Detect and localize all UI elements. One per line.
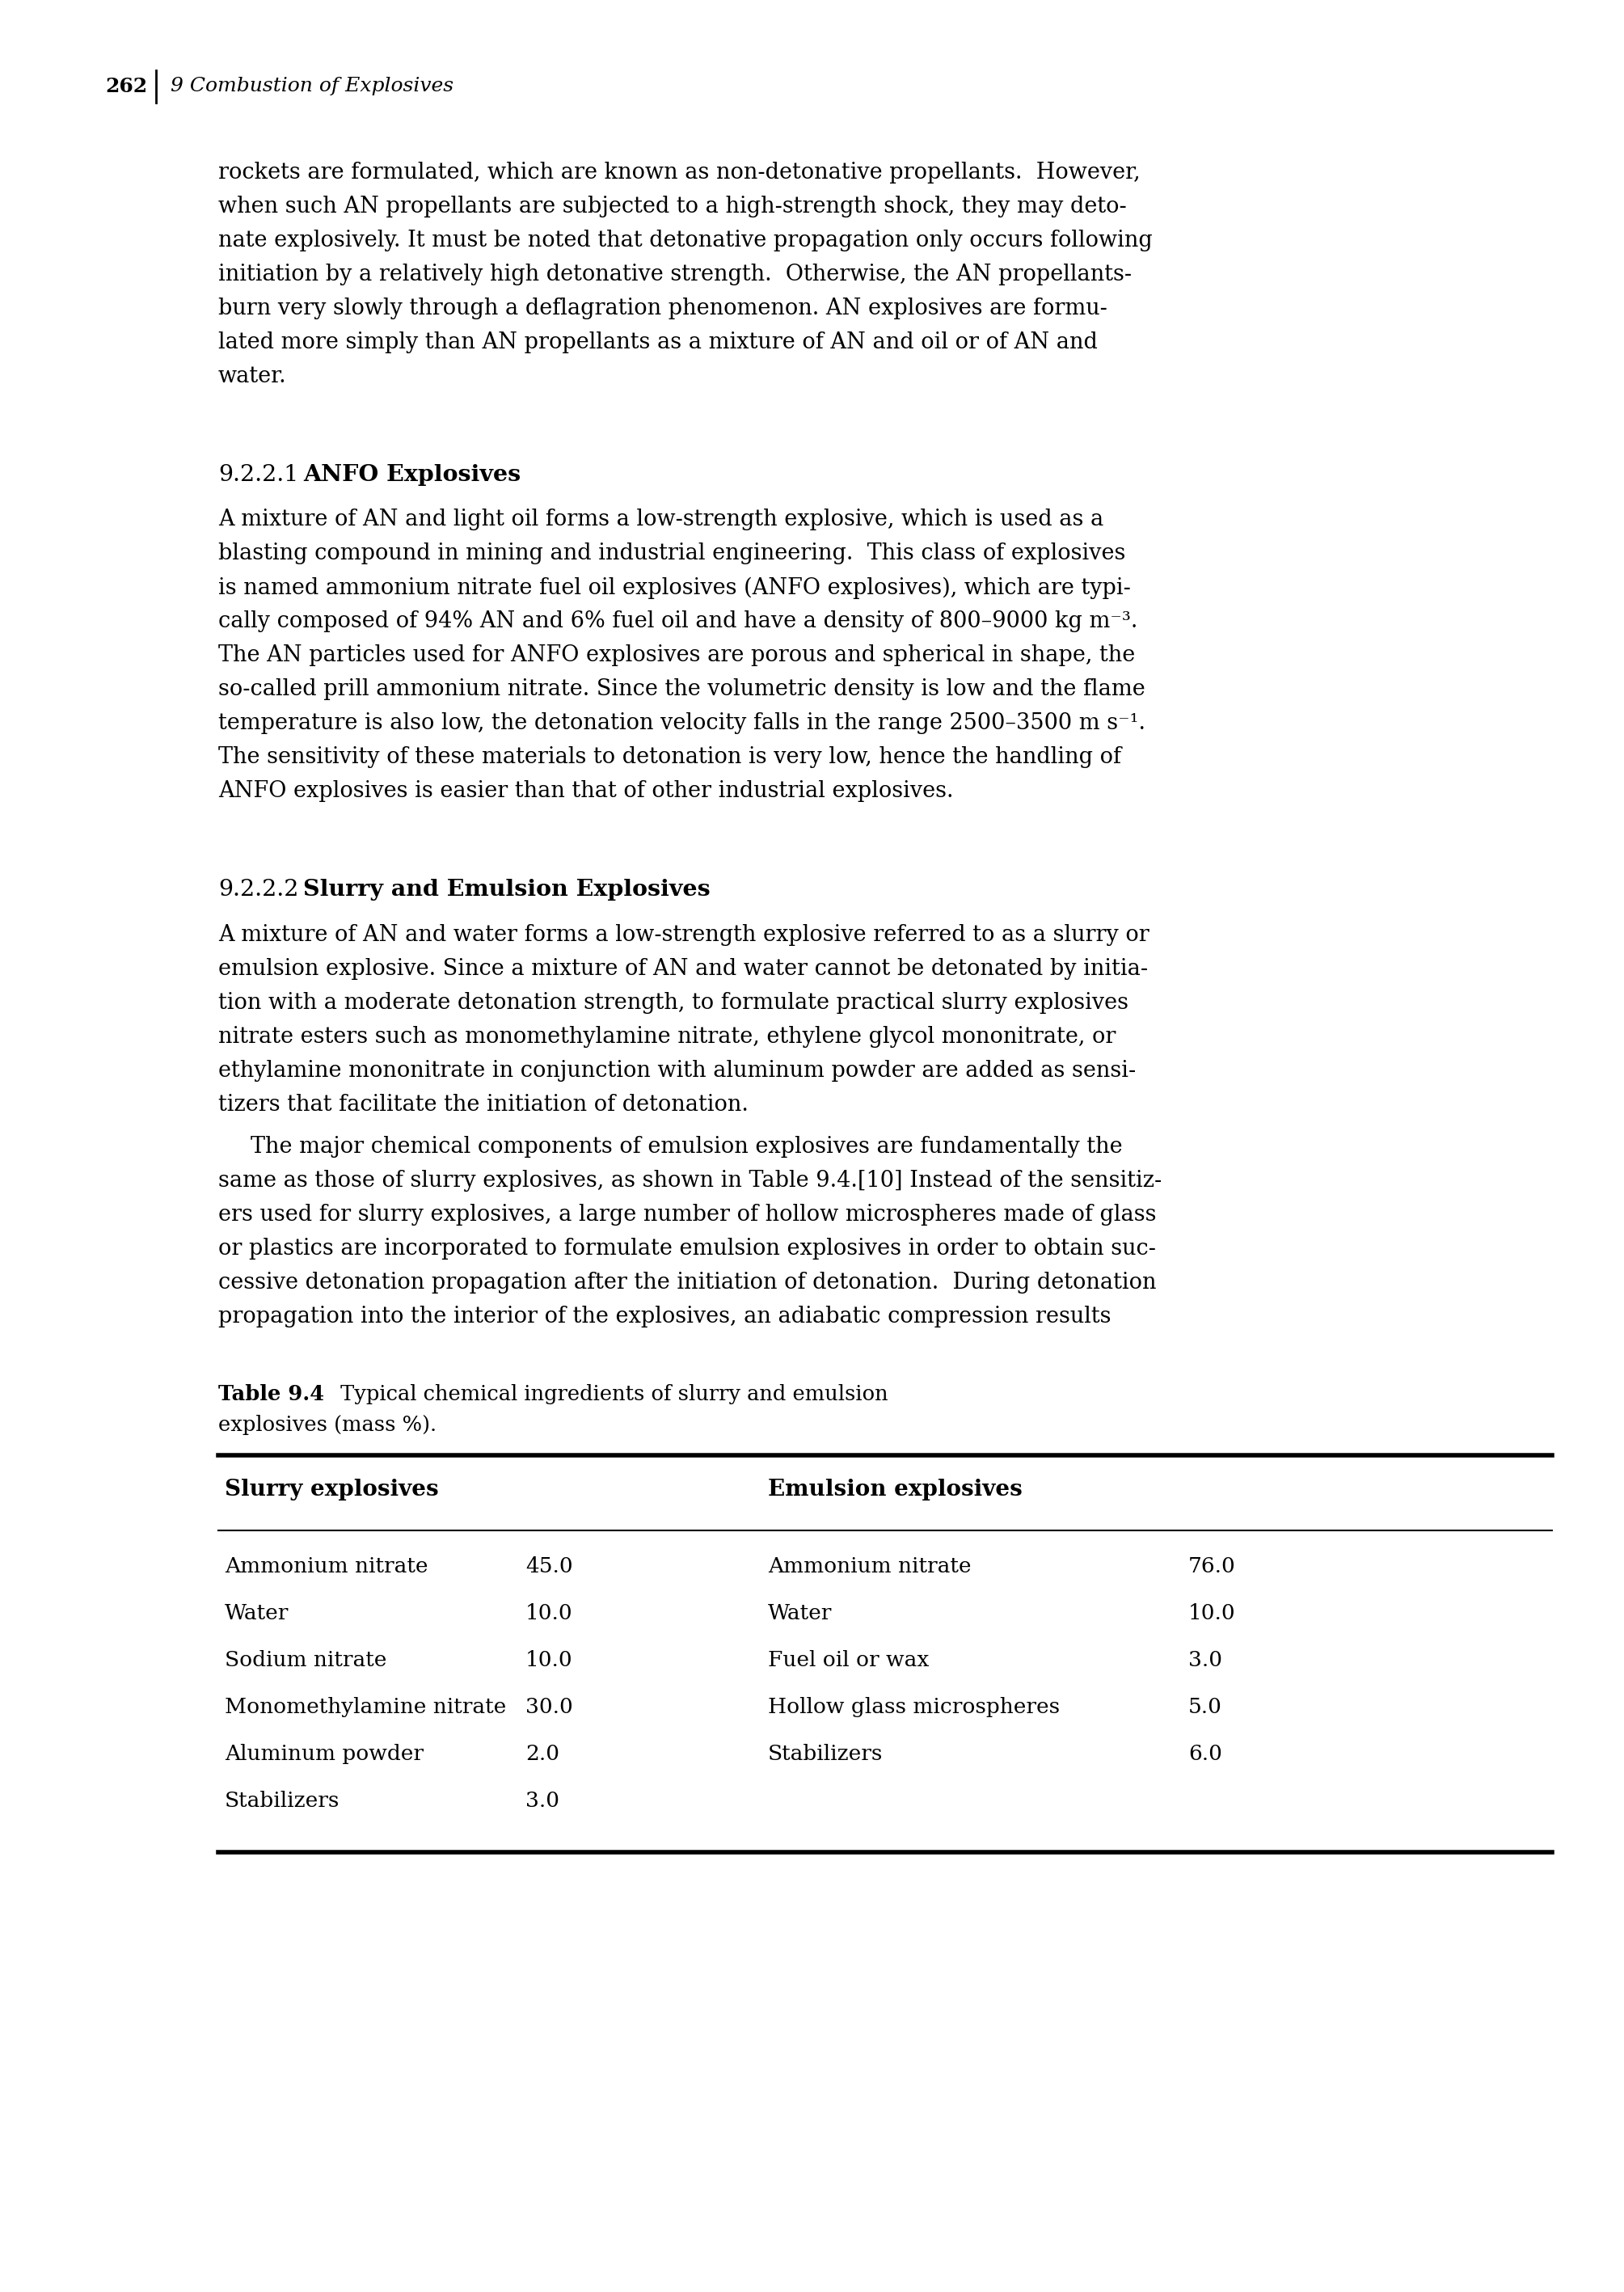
Text: Water: Water <box>224 1602 289 1623</box>
Text: The AN particles used for ANFO explosives are porous and spherical in shape, the: The AN particles used for ANFO explosive… <box>218 644 1135 667</box>
Text: initiation by a relatively high detonative strength.  Otherwise, the AN propella: initiation by a relatively high detonati… <box>218 264 1132 284</box>
Text: 3.0: 3.0 <box>526 1790 559 1811</box>
Text: 10.0: 10.0 <box>526 1650 573 1671</box>
Text: ethylamine mononitrate in conjunction with aluminum powder are added as sensi-: ethylamine mononitrate in conjunction wi… <box>218 1059 1135 1082</box>
Text: ANFO explosives is easier than that of other industrial explosives.: ANFO explosives is easier than that of o… <box>218 779 953 802</box>
Text: cally composed of 94% AN and 6% fuel oil and have a density of 800–9000 kg m⁻³.: cally composed of 94% AN and 6% fuel oil… <box>218 610 1138 633</box>
Text: Ammonium nitrate: Ammonium nitrate <box>224 1556 429 1577</box>
Text: 76.0: 76.0 <box>1189 1556 1236 1577</box>
Text: Stabilizers: Stabilizers <box>768 1744 883 1765</box>
Text: 2.0: 2.0 <box>526 1744 559 1765</box>
Text: Table 9.4: Table 9.4 <box>218 1384 325 1405</box>
Text: Aluminum powder: Aluminum powder <box>224 1744 424 1765</box>
Text: 30.0: 30.0 <box>526 1696 573 1717</box>
Text: 9.2.2.2: 9.2.2.2 <box>218 878 299 901</box>
Text: burn very slowly through a deflagration phenomenon. AN explosives are formu-: burn very slowly through a deflagration … <box>218 298 1108 319</box>
Text: 10.0: 10.0 <box>1189 1602 1236 1623</box>
Text: 262: 262 <box>106 78 148 96</box>
Text: A mixture of AN and water forms a low-strength explosive referred to as a slurry: A mixture of AN and water forms a low-st… <box>218 924 1150 947</box>
Text: rockets are formulated, which are known as non-detonative propellants.  However,: rockets are formulated, which are known … <box>218 163 1140 183</box>
Text: 10.0: 10.0 <box>526 1602 573 1623</box>
Text: cessive detonation propagation after the initiation of detonation.  During deton: cessive detonation propagation after the… <box>218 1272 1156 1293</box>
Text: The major chemical components of emulsion explosives are fundamentally the: The major chemical components of emulsio… <box>250 1135 1122 1157</box>
Text: Fuel oil or wax: Fuel oil or wax <box>768 1650 929 1671</box>
Text: Slurry explosives: Slurry explosives <box>224 1478 438 1501</box>
Text: Slurry and Emulsion Explosives: Slurry and Emulsion Explosives <box>304 878 710 901</box>
Text: 3.0: 3.0 <box>1189 1650 1223 1671</box>
Text: explosives (mass %).: explosives (mass %). <box>218 1414 437 1435</box>
Text: ANFO Explosives: ANFO Explosives <box>304 463 521 486</box>
Text: 5.0: 5.0 <box>1189 1696 1223 1717</box>
Text: nitrate esters such as monomethylamine nitrate, ethylene glycol mononitrate, or: nitrate esters such as monomethylamine n… <box>218 1027 1116 1047</box>
Text: is named ammonium nitrate fuel oil explosives (ANFO explosives), which are typi-: is named ammonium nitrate fuel oil explo… <box>218 578 1130 598</box>
Text: when such AN propellants are subjected to a high-strength shock, they may deto-: when such AN propellants are subjected t… <box>218 195 1127 218</box>
Text: Ammonium nitrate: Ammonium nitrate <box>768 1556 971 1577</box>
Text: water.: water. <box>218 364 287 387</box>
Text: tion with a moderate detonation strength, to formulate practical slurry explosiv: tion with a moderate detonation strength… <box>218 992 1129 1013</box>
Text: nate explosively. It must be noted that detonative propagation only occurs follo: nate explosively. It must be noted that … <box>218 229 1153 252</box>
Text: Typical chemical ingredients of slurry and emulsion: Typical chemical ingredients of slurry a… <box>335 1384 888 1405</box>
Text: or plastics are incorporated to formulate emulsion explosives in order to obtain: or plastics are incorporated to formulat… <box>218 1238 1156 1258</box>
Text: ers used for slurry explosives, a large number of hollow microspheres made of gl: ers used for slurry explosives, a large … <box>218 1203 1156 1226</box>
Text: A mixture of AN and light oil forms a low-strength explosive, which is used as a: A mixture of AN and light oil forms a lo… <box>218 509 1104 532</box>
Text: The sensitivity of these materials to detonation is very low, hence the handling: The sensitivity of these materials to de… <box>218 747 1121 768</box>
Text: temperature is also low, the detonation velocity falls in the range 2500–3500 m : temperature is also low, the detonation … <box>218 713 1145 733</box>
Text: Monomethylamine nitrate: Monomethylamine nitrate <box>224 1696 507 1717</box>
Text: 9 Combustion of Explosives: 9 Combustion of Explosives <box>171 78 453 96</box>
Text: Stabilizers: Stabilizers <box>224 1790 339 1811</box>
Text: Emulsion explosives: Emulsion explosives <box>768 1478 1023 1501</box>
Text: Sodium nitrate: Sodium nitrate <box>224 1650 387 1671</box>
Text: same as those of slurry explosives, as shown in Table 9.4.[10] Instead of the se: same as those of slurry explosives, as s… <box>218 1169 1161 1192</box>
Text: Water: Water <box>768 1602 831 1623</box>
Text: 6.0: 6.0 <box>1189 1744 1223 1765</box>
Text: propagation into the interior of the explosives, an adiabatic compression result: propagation into the interior of the exp… <box>218 1306 1111 1327</box>
Text: Hollow glass microspheres: Hollow glass microspheres <box>768 1696 1060 1717</box>
Text: tizers that facilitate the initiation of detonation.: tizers that facilitate the initiation of… <box>218 1093 749 1116</box>
Text: so-called prill ammonium nitrate. Since the volumetric density is low and the fl: so-called prill ammonium nitrate. Since … <box>218 678 1145 701</box>
Text: emulsion explosive. Since a mixture of AN and water cannot be detonated by initi: emulsion explosive. Since a mixture of A… <box>218 958 1148 979</box>
Text: 45.0: 45.0 <box>526 1556 573 1577</box>
Text: 9.2.2.1: 9.2.2.1 <box>218 463 299 486</box>
Text: blasting compound in mining and industrial engineering.  This class of explosive: blasting compound in mining and industri… <box>218 543 1125 564</box>
Text: lated more simply than AN propellants as a mixture of AN and oil or of AN and: lated more simply than AN propellants as… <box>218 332 1098 353</box>
